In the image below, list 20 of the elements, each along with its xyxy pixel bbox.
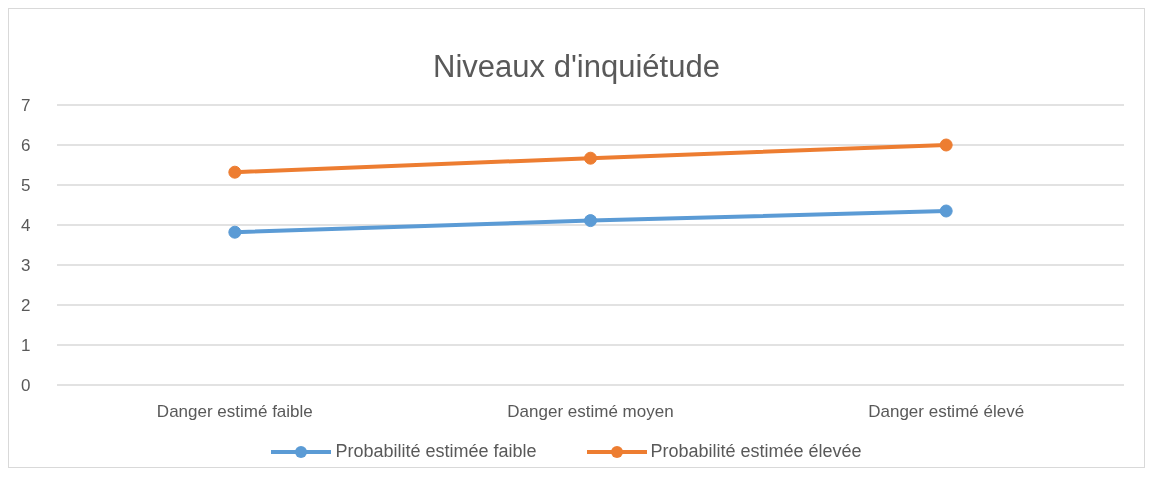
point [228, 165, 242, 179]
x-tick-label: Danger estimé moyen [507, 402, 674, 422]
y-tick-label: 4 [21, 216, 31, 236]
y-tick-label: 2 [21, 296, 31, 316]
point [584, 214, 597, 228]
legend-label: Probabilité estimée élevée [650, 441, 862, 462]
y-tick-label: 1 [21, 336, 31, 356]
y-tick-label: 6 [21, 136, 31, 156]
y-tick-label: 7 [21, 96, 31, 116]
y-tick-label: 3 [21, 256, 31, 276]
x-tick-label: Danger estimé faible [156, 402, 313, 422]
legend-label: Probabilité estimée faible [335, 441, 537, 462]
chart-title: Niveaux d'inquiétude [432, 48, 721, 86]
point [939, 138, 953, 152]
y-tick-label: 5 [21, 176, 31, 196]
point [584, 151, 597, 165]
point [228, 225, 242, 239]
point [939, 204, 953, 218]
y-tick-label: 0 [21, 376, 31, 396]
x-tick-label: Danger estimé élevé [868, 402, 1025, 422]
